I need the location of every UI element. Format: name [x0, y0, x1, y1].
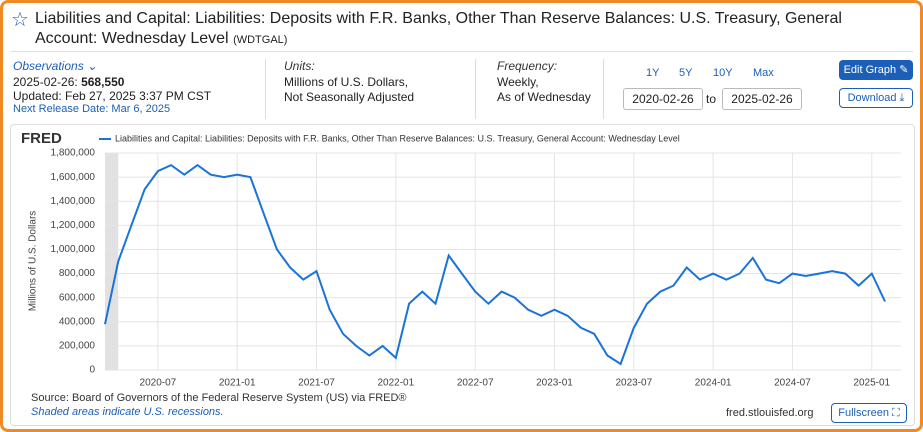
- x-tick-label: 2024-01: [695, 378, 732, 389]
- x-tick-label: 2025-01: [853, 378, 890, 389]
- fred-logo: FRED: [21, 130, 62, 147]
- range-10y[interactable]: 10Y: [713, 67, 733, 79]
- data-line: [104, 163, 886, 366]
- x-tick-label: 2023-01: [536, 378, 573, 389]
- divider: [265, 59, 266, 119]
- x-tick-label: 2023-07: [615, 378, 652, 389]
- date-sep: to: [706, 92, 717, 106]
- page-title: Liabilities and Capital: Liabilities: De…: [35, 10, 842, 47]
- y-axis-label: Millions of U.S. Dollars: [28, 211, 39, 312]
- observations-label[interactable]: Observations ⌄: [13, 59, 98, 73]
- divider: [603, 59, 604, 119]
- fullscreen-text[interactable]: Fullscreen: [838, 407, 889, 419]
- fullscreen-button[interactable]: Fullscreen ⛶: [831, 403, 907, 423]
- title-block: Liabilities and Capital: Liabilities: De…: [35, 9, 905, 50]
- site[interactable]: fred.stlouisfed.org: [726, 407, 814, 419]
- y-tick-label: 1,200,000: [51, 220, 96, 231]
- recession-note: Shaded areas indicate U.S. recessions.: [31, 406, 224, 418]
- frequency-label: Frequency:: [497, 59, 558, 73]
- divider: [475, 59, 476, 119]
- y-tick-label: 400,000: [59, 316, 96, 327]
- y-tick-label: 1,400,000: [51, 196, 96, 207]
- range-5y[interactable]: 5Y: [679, 67, 693, 79]
- edit-graph-text[interactable]: Edit Graph: [843, 64, 897, 76]
- y-tick-label: 1,000,000: [51, 244, 96, 255]
- x-tick-label: 2021-07: [298, 378, 335, 389]
- y-tick-label: 0: [89, 365, 95, 376]
- x-tick-label: 2020-07: [140, 378, 177, 389]
- obs-date: 2025-02-26:: [13, 75, 78, 89]
- obs-value: 568,550: [81, 75, 125, 89]
- chart: FRED Liabilities and Capital: Liabilitie…: [21, 130, 901, 389]
- range-1y[interactable]: 1Y: [646, 67, 660, 79]
- units-line: Millions of U.S. Dollars,: [284, 75, 409, 89]
- download-text[interactable]: Download: [847, 92, 897, 104]
- star-icon[interactable]: ☆: [11, 9, 29, 31]
- range-max[interactable]: Max: [753, 67, 774, 79]
- updated: Updated: Feb 27, 2025 3:37 PM CST: [13, 89, 212, 103]
- frequency-line: As of Wednesday: [497, 90, 591, 104]
- date-from[interactable]: 2020-02-26: [623, 88, 703, 110]
- obs-line: 2025-02-26: 568,550: [13, 75, 124, 89]
- edit-graph-button[interactable]: Edit Graph ✎: [839, 60, 913, 80]
- source: Source: Board of Governors of the Federa…: [31, 392, 407, 404]
- x-tick-label: 2022-07: [457, 378, 494, 389]
- recession-shade: [105, 153, 119, 370]
- date-to[interactable]: 2025-02-26: [722, 88, 802, 110]
- y-tick-label: 200,000: [59, 341, 96, 352]
- y-tick-label: 600,000: [59, 292, 96, 303]
- x-tick-label: 2021-01: [219, 378, 256, 389]
- y-tick-label: 1,800,000: [51, 148, 96, 159]
- y-tick-label: 800,000: [59, 268, 96, 279]
- chart-panel: [10, 124, 915, 426]
- units-label: Units:: [284, 59, 315, 73]
- x-tick-label: 2022-01: [377, 378, 414, 389]
- download-button[interactable]: Download ⤓: [839, 88, 913, 108]
- x-tick-label: 2024-07: [774, 378, 811, 389]
- legend-label: Liabilities and Capital: Liabilities: De…: [115, 133, 680, 143]
- next-release[interactable]: Next Release Date: Mar 6, 2025: [13, 103, 171, 115]
- y-tick-label: 1,600,000: [51, 172, 96, 183]
- frequency-line: Weekly,: [497, 75, 539, 89]
- units-line: Not Seasonally Adjusted: [284, 90, 415, 104]
- series-id: (WDTGAL): [233, 34, 288, 46]
- observations-text[interactable]: Observations: [13, 59, 84, 73]
- separator: [11, 51, 913, 52]
